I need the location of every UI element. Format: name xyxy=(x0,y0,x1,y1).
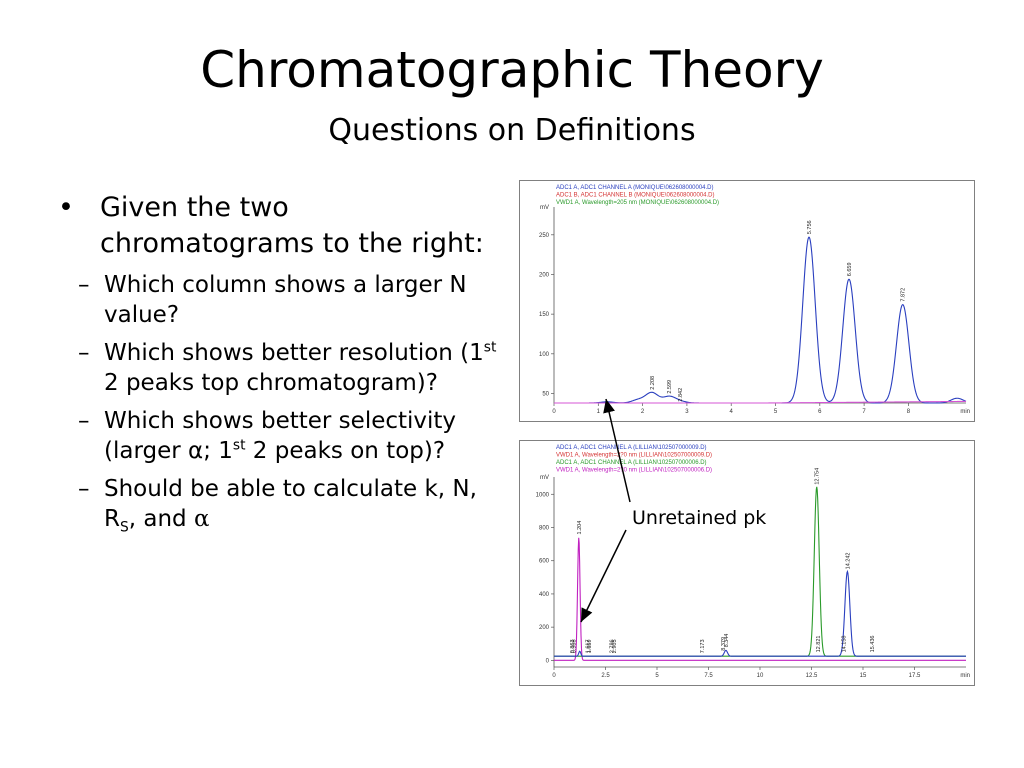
peak-retention-time-label: 0.908 xyxy=(571,639,577,653)
dash-icon: – xyxy=(78,272,90,298)
x-tick-label: 17.5 xyxy=(909,673,921,679)
peak-retention-time-label: 7.872 xyxy=(901,288,907,302)
sub-bullet-n-value: – Which column shows a larger N value? xyxy=(58,270,498,330)
peak-retention-time-label: 7.173 xyxy=(700,639,706,653)
y-tick-label: 250 xyxy=(539,233,550,239)
sub-bullet-calculate: – Should be able to calculate k, N, RS, … xyxy=(58,474,498,534)
chromatogram-trace xyxy=(554,537,966,661)
bullet-main-text: Given the two chromatograms to the right… xyxy=(100,192,484,259)
x-tick-label: 15 xyxy=(860,673,867,679)
x-tick-label: 7.5 xyxy=(704,673,713,679)
peak-retention-time-label: 2.905 xyxy=(612,639,618,653)
peak-retention-time-label: 14.158 xyxy=(841,636,847,653)
legend-entry: VWD1 A, Wavelength=205 nm (MONIQUE\06260… xyxy=(556,200,719,206)
x-tick-label: 6 xyxy=(818,409,822,415)
y-tick-label: 800 xyxy=(539,526,550,532)
y-tick-label: 150 xyxy=(539,312,550,318)
y-tick-label: 100 xyxy=(539,352,550,358)
y-tick-label: 0 xyxy=(546,658,550,664)
subscript: S xyxy=(119,519,129,536)
y-axis-unit: mV xyxy=(540,205,549,211)
y-tick-label: 400 xyxy=(539,592,550,598)
x-tick-label: 0 xyxy=(552,673,556,679)
x-tick-label: 4 xyxy=(730,409,734,415)
peak-retention-time-label: 12.821 xyxy=(816,636,822,653)
chromatogram-top: ADC1 A, ADC1 CHANNEL A (MONIQUE\06260800… xyxy=(519,180,975,422)
peak-retention-time-label: 1.659 xyxy=(587,639,593,653)
slide-subtitle: Questions on Definitions xyxy=(328,113,696,148)
sub-bullet-text: 2 peaks top chromatogram)? xyxy=(104,370,438,396)
legend-entry: ADC1 A, ADC1 CHANNEL A (LILLIAN\10250700… xyxy=(556,445,707,451)
x-tick-label: 1 xyxy=(597,409,601,415)
chromatogram-bottom: ADC1 A, ADC1 CHANNEL A (LILLIAN\10250700… xyxy=(519,440,975,686)
peak-retention-time-label: 8.344 xyxy=(724,634,730,648)
y-tick-label: 200 xyxy=(539,272,550,278)
legend-entry: VWD1 A, Wavelength=2?0 nm (LILLIAN\10250… xyxy=(556,468,712,474)
y-tick-label: 50 xyxy=(542,391,549,397)
x-tick-label: 7 xyxy=(862,409,866,415)
superscript: st xyxy=(483,339,497,356)
sub-bullet-resolution: – Which shows better resolution (1st 2 p… xyxy=(58,338,498,398)
sub-bullet-selectivity: – Which shows better selectivity (larger… xyxy=(58,406,498,466)
x-tick-label: 5 xyxy=(774,409,778,415)
legend-entry: ADC1 B, ADC1 CHANNEL B (MONIQUE\06260800… xyxy=(556,193,715,199)
peak-retention-time-label: 12.754 xyxy=(815,468,821,485)
chromatogram-trace xyxy=(554,236,967,404)
x-tick-label: 12.5 xyxy=(806,673,818,679)
legend-entry: ADC1 A, ADC1 CHANNEL A (MONIQUE\06260800… xyxy=(556,185,714,191)
bullet-dot-icon: • xyxy=(58,192,74,223)
x-tick-label: 2.5 xyxy=(601,673,610,679)
peak-retention-time-label: 2.208 xyxy=(650,376,656,390)
y-tick-label: 1000 xyxy=(536,492,550,498)
x-tick-label: 10 xyxy=(757,673,764,679)
x-tick-label: 0 xyxy=(552,409,556,415)
chromatogram-bottom-plot: ADC1 A, ADC1 CHANNEL A (LILLIAN\10250700… xyxy=(536,445,970,679)
peak-retention-time-label: 15.436 xyxy=(870,636,876,653)
sub-bullet-text: Which column shows a larger N value? xyxy=(104,272,467,328)
sub-bullet-text: Which shows better resolution (1 xyxy=(104,340,484,366)
peak-retention-time-label: 14.242 xyxy=(845,553,851,570)
sub-bullet-text: 2 peaks on top)? xyxy=(245,438,446,464)
y-axis-unit: mV xyxy=(540,475,549,481)
dash-icon: – xyxy=(78,476,90,502)
chromatogram-top-plot: ADC1 A, ADC1 CHANNEL A (MONIQUE\06260800… xyxy=(539,185,970,415)
y-tick-label: 600 xyxy=(539,559,550,565)
superscript: st xyxy=(232,437,246,454)
sub-bullet-list: – Which column shows a larger N value? –… xyxy=(58,270,498,534)
peak-retention-time-label: 0.863 xyxy=(570,639,576,653)
peak-retention-time-label: 5.756 xyxy=(807,220,813,234)
chromatogram-trace xyxy=(554,569,966,657)
peak-retention-time-label: 6.659 xyxy=(847,262,853,276)
peak-retention-time-label: 2.786 xyxy=(609,639,615,653)
bullet-main: • Given the two chromatograms to the rig… xyxy=(58,190,498,262)
peak-retention-time-label: 2.599 xyxy=(667,380,673,394)
alpha-symbol: α xyxy=(193,506,210,532)
x-tick-label: 5 xyxy=(655,673,659,679)
y-tick-label: 200 xyxy=(539,625,550,631)
slide-title: Chromatographic Theory xyxy=(200,41,824,99)
peak-retention-time-label: 8.379 xyxy=(721,637,727,651)
legend-entry: VWD1 A, Wavelength=2?0 nm (LILLIAN\10250… xyxy=(556,453,712,459)
bullet-list: • Given the two chromatograms to the rig… xyxy=(58,190,498,534)
unretained-peak-callout: Unretained pk xyxy=(632,507,767,529)
peak-retention-time-label: 2.842 xyxy=(678,388,684,402)
x-axis-unit: min xyxy=(960,673,970,679)
x-tick-label: 8 xyxy=(907,409,911,415)
peak-retention-time-label: 1.204 xyxy=(577,521,583,535)
x-tick-label: 3 xyxy=(685,409,689,415)
legend-entry: ADC1 A, ADC1 CHANNEL A (LILLIAN\10250700… xyxy=(556,460,707,466)
sub-bullet-text: Should be able to calculate k, N, R xyxy=(104,476,477,532)
sub-bullet-text: , and xyxy=(128,506,194,532)
dash-icon: – xyxy=(78,408,90,434)
dash-icon: – xyxy=(78,340,90,366)
x-tick-label: 2 xyxy=(641,409,645,415)
sub-bullet-text: Which shows better selectivity (larger α… xyxy=(104,408,457,464)
peak-retention-time-label: 1.617 xyxy=(585,639,591,653)
x-axis-unit: min xyxy=(960,409,970,415)
